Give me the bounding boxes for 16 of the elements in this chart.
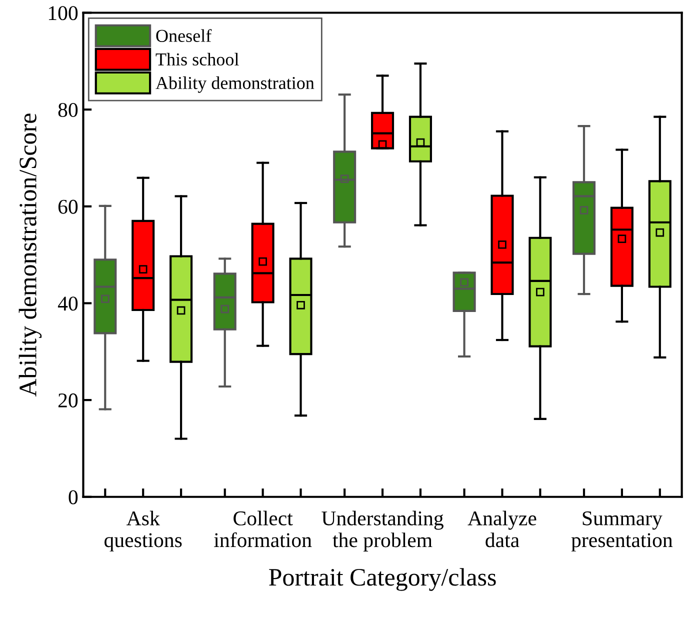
y-tick-label: 60 (58, 200, 78, 214)
x-tick-label: Ask questions (104, 510, 182, 552)
legend-label: This school (156, 52, 239, 66)
x-tick-label: Summary presentation (571, 511, 673, 552)
y-axis-title: Ability demonstration/Score (18, 114, 42, 397)
x-tick-label: Analyze data (468, 510, 536, 548)
y-tick-label: 80 (58, 102, 78, 117)
x-axis-title: Portrait Category/class (269, 568, 496, 591)
legend-label: Ability demonstration (156, 76, 314, 93)
x-tick-label: Understanding the problem (322, 510, 444, 552)
legend-label: Oneself (156, 29, 212, 42)
x-tick-label: Collect information (214, 510, 312, 548)
y-tick-label: 100 (48, 6, 78, 20)
y-tick-label: 0 (68, 490, 78, 504)
y-tick-label: 20 (58, 393, 78, 408)
y-tick-label: 40 (58, 296, 78, 311)
